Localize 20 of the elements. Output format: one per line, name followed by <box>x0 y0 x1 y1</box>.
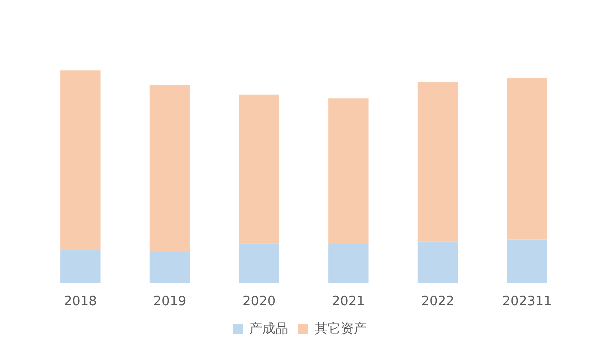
bar <box>239 244 280 284</box>
bar <box>507 78 548 240</box>
bar <box>150 252 190 284</box>
x-tick-label: 2019 <box>153 294 187 310</box>
legend-label: 其它资产 <box>315 320 367 337</box>
bar <box>328 98 369 244</box>
bar <box>328 244 369 284</box>
bar <box>60 70 101 250</box>
bar <box>418 82 458 242</box>
bar <box>60 250 101 284</box>
x-tick-label: 2022 <box>421 294 455 310</box>
bar <box>507 240 548 284</box>
x-tick-label: 2018 <box>64 294 98 310</box>
x-tick-label: 2021 <box>332 294 366 310</box>
legend-label: 产成品 <box>250 322 288 337</box>
bar <box>418 242 458 284</box>
bar <box>150 85 190 252</box>
x-tick-label: 202311 <box>502 294 552 310</box>
bar <box>239 94 280 244</box>
x-tick-label: 2020 <box>242 294 276 310</box>
